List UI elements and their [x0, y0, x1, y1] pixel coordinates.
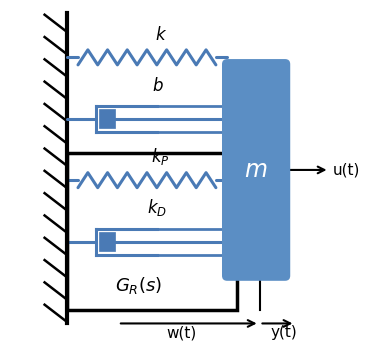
Text: k: k [156, 26, 166, 44]
Text: $k_P$: $k_P$ [151, 145, 170, 167]
Text: b: b [152, 77, 163, 95]
Text: y(t): y(t) [271, 325, 298, 340]
Bar [99, 109, 115, 128]
Text: $k_D$: $k_D$ [147, 197, 167, 218]
Text: u(t): u(t) [333, 162, 360, 177]
Text: m: m [245, 158, 267, 182]
Bar [99, 232, 115, 251]
FancyBboxPatch shape [222, 59, 290, 281]
Text: $G_R(s)$: $G_R(s)$ [115, 275, 162, 296]
Text: w(t): w(t) [167, 325, 197, 340]
